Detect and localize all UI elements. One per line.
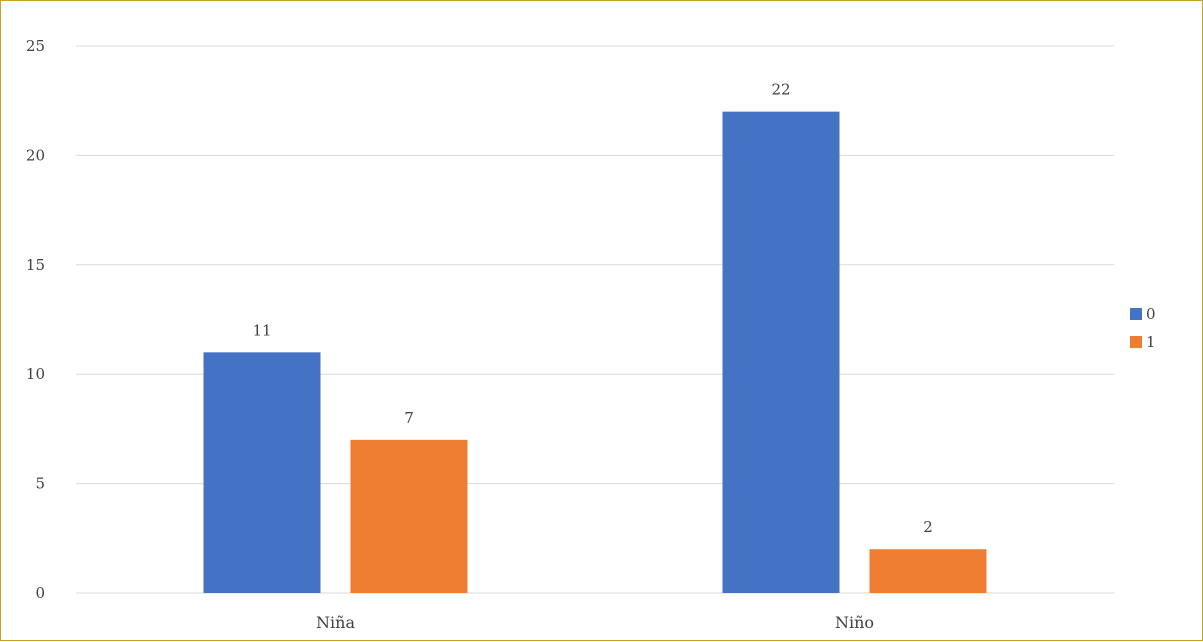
legend-label: 1	[1146, 333, 1156, 351]
bar-niña-series-1	[350, 439, 468, 593]
data-label: 2	[923, 518, 933, 536]
legend-swatch	[1130, 336, 1142, 348]
y-tick-label: 20	[26, 146, 45, 164]
y-tick-label: 25	[26, 37, 45, 55]
legend-label: 0	[1146, 305, 1156, 323]
x-axis-categories: Niña Niño	[316, 613, 874, 632]
y-tick-label: 15	[26, 256, 45, 274]
bar-niño-series-1	[869, 549, 987, 593]
data-label: 7	[404, 409, 414, 427]
x-category-label: Niña	[316, 613, 355, 632]
y-tick-label: 10	[26, 365, 45, 383]
data-label: 22	[771, 81, 790, 99]
legend-swatch	[1130, 308, 1142, 320]
bars	[203, 111, 987, 593]
y-tick-label: 5	[35, 475, 45, 493]
data-label: 11	[252, 321, 271, 339]
y-axis-ticks: 0 5 10 15 20 25	[26, 37, 45, 602]
x-category-label: Niño	[835, 613, 874, 632]
bar-niño-series-0	[722, 111, 840, 593]
legend: 01	[1130, 305, 1156, 351]
y-tick-label: 0	[35, 584, 45, 602]
bar-niña-series-0	[203, 352, 321, 593]
